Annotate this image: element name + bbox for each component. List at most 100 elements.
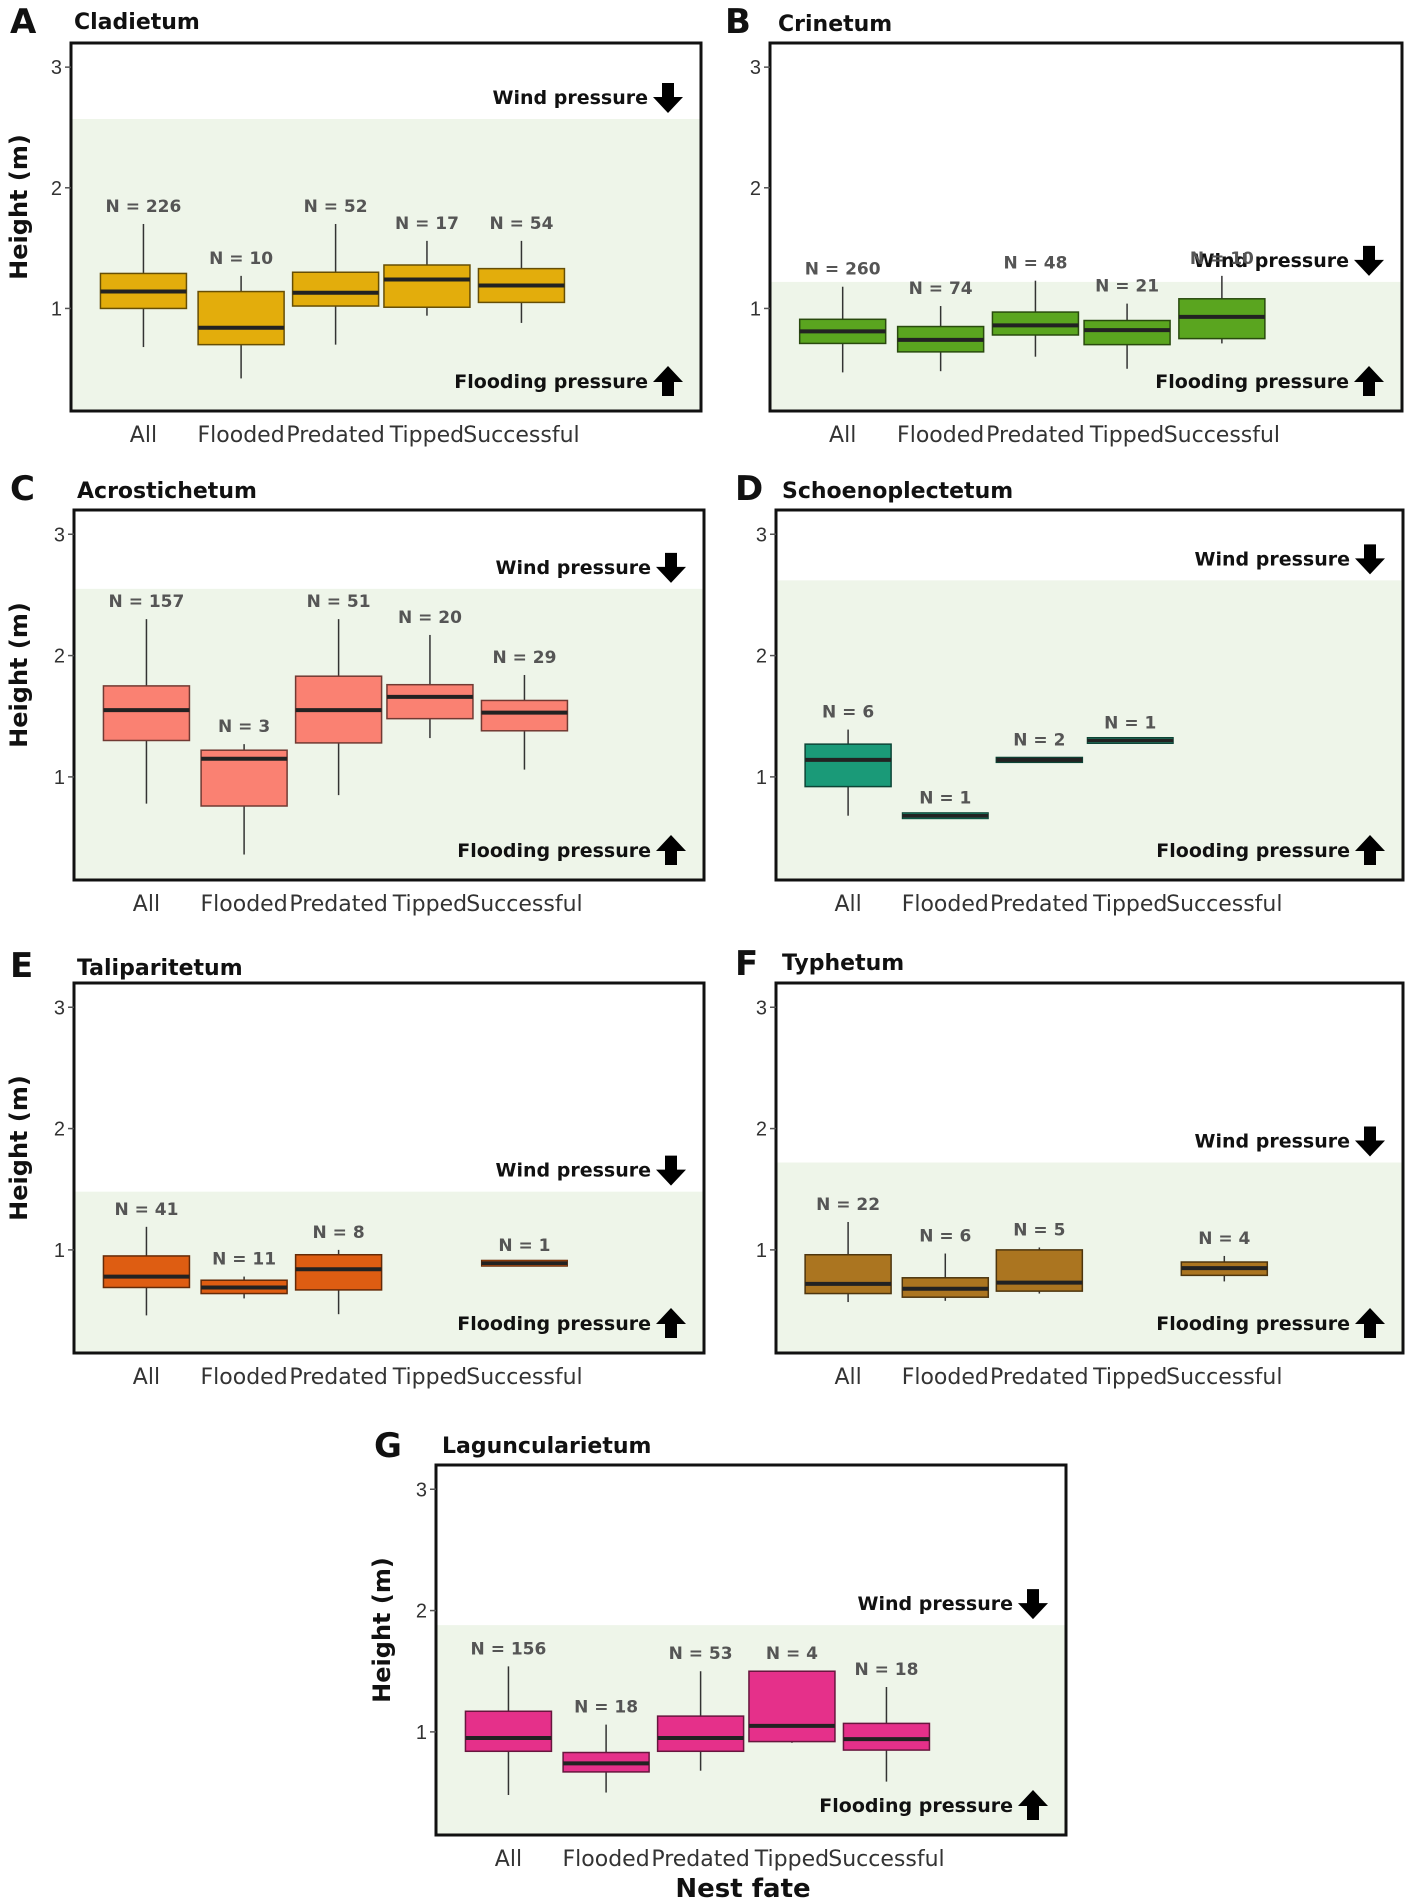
- wind-pressure-label: Wind pressure: [1194, 250, 1349, 272]
- flooding-pressure-label: Flooding pressure: [454, 371, 648, 393]
- wind-pressure-arrow-icon: [656, 1155, 686, 1186]
- box-iqr: [102, 1255, 191, 1289]
- box-flooded: N = 3: [200, 717, 288, 855]
- box-predated: N = 51: [294, 592, 383, 796]
- box-flooded: N = 74: [896, 279, 985, 372]
- sample-size-label: N = 1: [498, 1236, 550, 1256]
- panel-e: E Taliparitetum 1 2 3 Height (m) All Flooded Pre…: [5, 946, 706, 1390]
- y-tick-label: 3: [756, 997, 767, 1019]
- category-label: Predated: [289, 1365, 388, 1390]
- box-all: N = 6: [804, 703, 892, 816]
- sample-size-label: N = 4: [766, 1644, 818, 1664]
- flooding-pressure-arrow-icon: [1355, 835, 1385, 865]
- y-tick-label: 2: [750, 178, 761, 200]
- box-iqr: [102, 685, 191, 742]
- category-label: Predated: [289, 892, 388, 917]
- y-tick-label: 3: [54, 524, 65, 546]
- category-label: All: [834, 1365, 861, 1390]
- category-label: Tipped: [392, 1365, 467, 1390]
- y-tick-label: 1: [54, 1240, 65, 1262]
- box-iqr: [804, 1253, 892, 1295]
- sample-size-label: N = 29: [492, 648, 556, 668]
- box-tipped: N = 4: [748, 1644, 836, 1743]
- category-label: Successful: [463, 423, 579, 448]
- box-flooded: N = 1: [901, 789, 989, 820]
- sample-size-label: N = 53: [669, 1644, 733, 1664]
- sample-size-label: N = 41: [114, 1200, 178, 1220]
- box-predated: N = 8: [294, 1223, 383, 1315]
- wind-pressure-arrow-icon: [653, 83, 683, 114]
- wind-pressure-label: Wind pressure: [858, 1593, 1013, 1615]
- sample-size-label: N = 1: [1104, 713, 1156, 733]
- box-all: N = 156: [464, 1639, 553, 1795]
- sample-size-label: N = 2: [1013, 730, 1065, 750]
- flooding-pressure-label: Flooding pressure: [457, 1313, 651, 1335]
- y-tick-label: 3: [416, 1479, 427, 1501]
- box-predated: N = 5: [995, 1220, 1084, 1294]
- flooding-pressure-arrow-icon: [1018, 1790, 1048, 1820]
- category-label: Successful: [466, 892, 582, 917]
- sample-size-label: N = 51: [307, 592, 371, 612]
- sample-size-label: N = 52: [304, 197, 368, 217]
- sample-size-label: N = 157: [109, 592, 185, 612]
- box-successful: N = 54: [477, 214, 566, 323]
- category-label: Flooded: [563, 1847, 650, 1872]
- y-tick-label: 2: [416, 1601, 427, 1623]
- box-predated: N = 2: [995, 730, 1084, 764]
- wind-pressure-label: Wind pressure: [493, 87, 648, 109]
- wind-pressure-arrow-icon: [1355, 544, 1385, 575]
- box-all: N = 41: [102, 1200, 191, 1316]
- box-iqr: [842, 1722, 931, 1751]
- box-iqr: [995, 1249, 1084, 1292]
- box-flooded: N = 6: [901, 1227, 990, 1301]
- plot-frame: [69, 41, 703, 413]
- x-axis-title: Nest fate: [675, 1874, 810, 1902]
- panel-title: Schoenoplectetum: [782, 479, 1013, 504]
- category-label: Flooded: [198, 423, 285, 448]
- flooding-pressure-arrow-icon: [656, 1308, 686, 1338]
- shaded-region: [770, 281, 1402, 411]
- y-tick-label: 1: [756, 767, 767, 789]
- box-iqr: [464, 1710, 553, 1753]
- panel-letter: D: [735, 469, 763, 509]
- y-tick-label: 1: [54, 767, 65, 789]
- category-label: Predated: [990, 892, 1089, 917]
- panel-f: F Typhetum 1 2 3 All Flooded Predated TippedSucc…: [735, 944, 1405, 1390]
- wind-pressure-arrow-icon: [1354, 245, 1384, 276]
- y-tick-label: 2: [756, 646, 767, 668]
- sample-size-label: N = 11: [212, 1250, 276, 1270]
- sample-size-label: N = 48: [1003, 254, 1067, 274]
- box-tipped: N = 1: [1086, 713, 1174, 744]
- sample-size-label: N = 260: [805, 260, 881, 280]
- category-label: All: [133, 1365, 160, 1390]
- panel-letter: E: [10, 946, 33, 986]
- box-iqr: [291, 271, 380, 307]
- category-label: Predated: [286, 423, 385, 448]
- box-successful: N = 4: [1180, 1229, 1269, 1282]
- wind-pressure-label: Wind pressure: [1195, 1131, 1350, 1153]
- sample-size-label: N = 22: [816, 1195, 880, 1215]
- panel-letter: G: [374, 1426, 402, 1466]
- category-label: All: [130, 423, 157, 448]
- panel-title: Crinetum: [778, 12, 892, 37]
- wind-pressure-label: Wind pressure: [496, 1160, 651, 1182]
- category-label: Tipped: [754, 1847, 829, 1872]
- category-label: All: [133, 892, 160, 917]
- box-iqr: [656, 1715, 745, 1753]
- flooding-pressure-label: Flooding pressure: [1156, 1313, 1350, 1335]
- box-all: N = 157: [102, 592, 191, 804]
- sample-size-label: N = 18: [854, 1660, 918, 1680]
- box-successful: N = 1: [480, 1236, 568, 1267]
- shaded-region: [776, 580, 1403, 880]
- box-iqr: [386, 683, 474, 720]
- box-iqr: [804, 743, 892, 788]
- wind-pressure-arrow-icon: [1355, 1126, 1385, 1157]
- flooding-pressure-arrow-icon: [1355, 1308, 1385, 1338]
- sample-size-label: N = 54: [489, 214, 553, 234]
- wind-pressure-label: Wind pressure: [1195, 548, 1350, 570]
- y-tick-label: 1: [756, 1240, 767, 1262]
- category-label: Tipped: [1089, 423, 1164, 448]
- box-successful: N = 29: [480, 648, 569, 770]
- panel-title: Laguncularietum: [442, 1434, 651, 1459]
- category-label: Tipped: [1092, 892, 1167, 917]
